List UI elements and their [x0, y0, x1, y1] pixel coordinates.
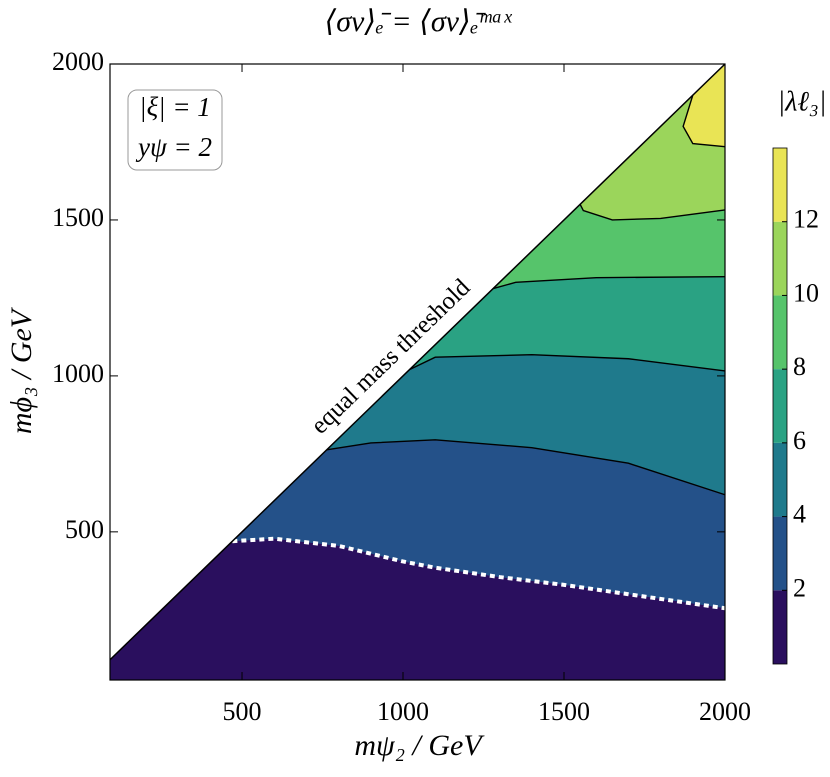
y-tick-label: 500	[65, 515, 104, 544]
colorbar-segment	[773, 221, 787, 296]
x-tick-label: 500	[223, 697, 262, 726]
colorbar-tick-label: 10	[793, 278, 819, 307]
legend-box	[127, 89, 223, 171]
annotation: yψ = 2	[135, 132, 212, 162]
colorbar-segment	[773, 590, 787, 664]
y-axis-label: mϕ₃ / GeV	[5, 306, 38, 434]
y-tick-label: 1000	[52, 359, 104, 388]
x-tick-label: 1500	[538, 697, 590, 726]
annotation: |ξ| = 1	[139, 92, 211, 122]
x-axis-label: mψ₂ / GeV	[354, 729, 485, 762]
y-tick-label: 2000	[52, 47, 104, 76]
contour-line	[232, 536, 726, 611]
colorbar-segment	[773, 369, 787, 443]
chart-title: ⟨σv⟩ₑ̄ = ⟨σv⟩ₑ̄ᵐᵃˣ	[325, 5, 513, 38]
colorbar-tick-label: 12	[793, 205, 819, 234]
contour-line	[579, 204, 726, 221]
y-tick-label: 1500	[52, 203, 104, 232]
x-tick-label: 2000	[699, 697, 751, 726]
threshold-line	[109, 63, 726, 661]
contour-band	[110, 538, 725, 680]
contour-fills	[110, 64, 725, 680]
x-tick-label: 1000	[377, 697, 429, 726]
colorbar-tick-label: 6	[793, 426, 806, 455]
contour-line	[682, 94, 726, 148]
colorbar-tick-label: 4	[793, 500, 806, 529]
colorbar-segment	[773, 442, 787, 517]
colorbar-segment	[773, 148, 787, 222]
plot-frame	[109, 63, 726, 681]
colorbar-tick-label: 2	[793, 573, 806, 602]
colorbar-tick-label: 8	[793, 352, 806, 381]
contour-line	[409, 353, 726, 372]
colorbar-frame	[772, 147, 788, 665]
contour-line	[492, 276, 726, 290]
plot-area	[109, 63, 726, 680]
contour-line	[326, 439, 726, 496]
colorbar-segment	[773, 516, 787, 591]
colorbar-label: |λℓ₃|	[778, 86, 827, 117]
colorbar-segment	[773, 295, 787, 370]
